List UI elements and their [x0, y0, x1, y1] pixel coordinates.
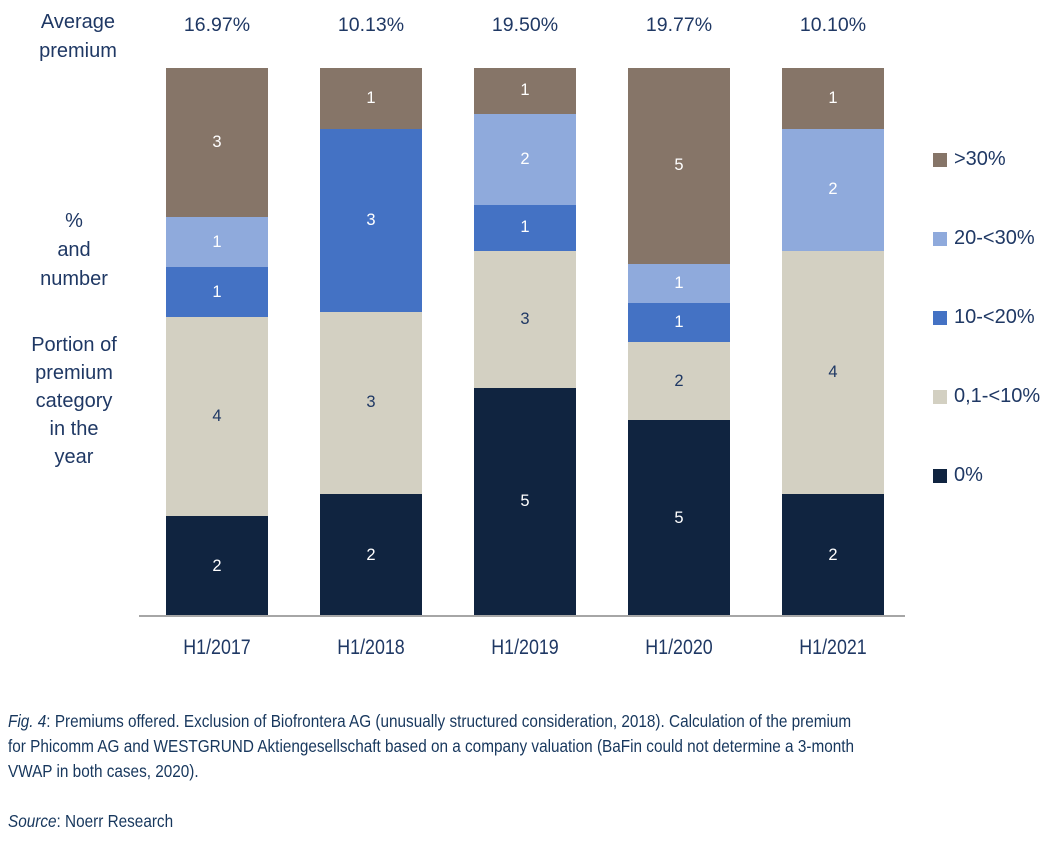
average-premium-value: 16.97% [183, 14, 251, 36]
segment-0%: 5 [628, 420, 730, 616]
legend-item-0,1-<10%: 0,1-<10% [933, 383, 1040, 410]
segment-value-label: 1 [674, 273, 684, 292]
segment-20-<30%: 1 [628, 263, 730, 303]
segment-value-label: 5 [674, 156, 684, 175]
legend-color-swatch [933, 468, 947, 483]
figure-caption-text: Fig. 4: Premiums offered. Exclusion of B… [8, 709, 1059, 784]
figure-caption-fig-label: Fig. 4 [8, 711, 47, 731]
legend-item->30%: >30% [933, 146, 1040, 173]
legend-color-swatch [933, 389, 947, 404]
figure-caption-source: Source: Noerr Research [8, 809, 1059, 834]
segment-20-<30%: 2 [474, 113, 576, 205]
segment-value-label: 2 [212, 556, 222, 575]
segment-value-label: 1 [212, 282, 222, 301]
segment-value-label: 1 [520, 81, 530, 100]
bar-h1-2020: 5 1 1 2 5 [628, 68, 730, 616]
x-axis-label-h1-2017: H1/2017 [183, 636, 251, 659]
legend-label: 0% [954, 464, 983, 486]
segment-value-label: 5 [520, 492, 530, 511]
legend-label: >30% [954, 148, 1006, 170]
y-axis-label-percent-and-number: % and number [40, 210, 108, 290]
segment-10-<20%: 1 [474, 205, 576, 251]
x-axis-line [139, 615, 905, 617]
x-axis-label-h1-2020: H1/2020 [645, 636, 713, 659]
bar-h1-2017: 3 1 1 4 2 [166, 68, 268, 616]
figure-caption-source-label: Source [8, 811, 57, 831]
segment-10-<20%: 3 [320, 128, 422, 312]
segment-0,1-<10%: 4 [782, 250, 884, 495]
x-axis-label-h1-2018: H1/2018 [337, 636, 405, 659]
bar-h1-2021: 1 2 4 2 [782, 68, 884, 617]
legend-label: 20-<30% [954, 227, 1035, 249]
segment-value-label: 4 [828, 362, 838, 381]
segment->30%: 1 [782, 68, 884, 129]
segment->30%: 3 [166, 68, 268, 218]
segment-0%: 2 [320, 494, 422, 617]
x-axis-label-h1-2021: H1/2021 [799, 636, 867, 659]
figure-caption-source-text: : Noerr Research [56, 811, 174, 831]
legend-color-swatch [933, 152, 947, 167]
average-premium-label: Average premium [39, 11, 117, 62]
segment-value-label: 2 [828, 545, 838, 564]
segment-0,1-<10%: 2 [628, 342, 730, 421]
segment-value-label: 1 [366, 88, 376, 107]
segment-value-label: 3 [366, 393, 376, 412]
segment-0,1-<10%: 3 [320, 311, 422, 495]
legend-item-20-<30%: 20-<30% [933, 225, 1040, 252]
segment-0%: 2 [166, 516, 268, 616]
legend-item-0%: 0% [933, 462, 1040, 489]
segment-value-label: 2 [674, 371, 684, 390]
segment-value-label: 2 [366, 545, 376, 564]
figure-caption: Fig. 4: Premiums offered. Exclusion of B… [8, 684, 1059, 859]
segment-20-<30%: 2 [782, 128, 884, 251]
segment-value-label: 3 [366, 210, 376, 229]
segment-value-label: 3 [212, 133, 222, 152]
segment-value-label: 3 [520, 309, 530, 328]
segment->30%: 1 [320, 68, 422, 129]
segment->30%: 1 [474, 68, 576, 114]
average-premium-value: 10.13% [337, 14, 405, 36]
average-premium-value: 19.50% [491, 14, 559, 36]
legend-item-10-<20%: 10-<20% [933, 304, 1040, 331]
segment-0%: 2 [782, 494, 884, 617]
legend-label: 0,1-<10% [954, 385, 1041, 407]
segment-value-label: 1 [212, 232, 222, 251]
segment-20-<30%: 1 [166, 217, 268, 268]
segment-0,1-<10%: 3 [474, 250, 576, 388]
segment-value-label: 2 [828, 180, 838, 199]
bar-h1-2019: 1 2 1 3 5 [474, 68, 576, 616]
segment-value-label: 5 [674, 508, 684, 527]
legend-color-swatch [933, 231, 947, 246]
figure-caption-body: : Premiums offered. Exclusion of Biofron… [8, 711, 855, 781]
segment-value-label: 1 [674, 312, 684, 331]
average-premium-value: 19.77% [645, 14, 713, 36]
legend: >30% 20-<30% 10-<20% 0,1-<10% 0% [933, 146, 1040, 541]
segment->30%: 5 [628, 68, 730, 264]
segment-10-<20%: 1 [628, 302, 730, 342]
segment-value-label: 2 [520, 149, 530, 168]
y-axis-label-portion-of-premium-category: Portion of premium category in the year [31, 334, 117, 468]
legend-label: 10-<20% [954, 306, 1035, 328]
segment-value-label: 1 [520, 218, 530, 237]
average-premium-value: 10.10% [799, 14, 867, 36]
segment-0%: 5 [474, 387, 576, 616]
plot-area: 3 1 1 4 2 1 3 3 2 1 2 1 3 5 5 1 1 2 5 1 2 4 2 [139, 68, 905, 617]
segment-0,1-<10%: 4 [166, 317, 268, 517]
segment-value-label: 4 [212, 407, 222, 426]
bar-h1-2018: 1 3 3 2 [320, 68, 422, 617]
x-axis-label-h1-2019: H1/2019 [491, 636, 559, 659]
segment-10-<20%: 1 [166, 267, 268, 318]
legend-color-swatch [933, 310, 947, 325]
segment-value-label: 1 [828, 88, 838, 107]
